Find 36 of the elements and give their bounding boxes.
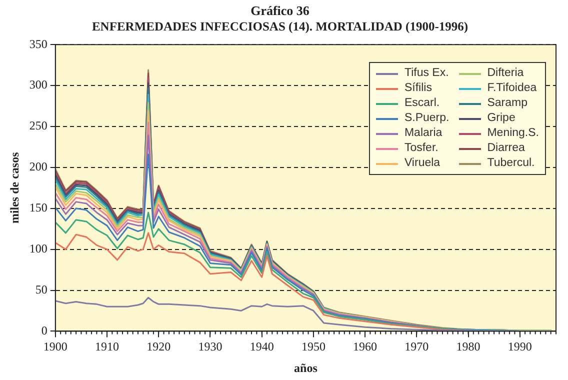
legend-label: S.Puerp. — [404, 111, 450, 126]
y-tick-label: 300 — [29, 78, 48, 92]
legend-label: Sífilis — [404, 81, 432, 96]
x-tick-label: 1940 — [250, 340, 274, 354]
y-tick-label: 350 — [29, 36, 48, 51]
x-tick-label: 1920 — [146, 340, 171, 354]
legend-label: F.Tifoidea — [487, 81, 537, 96]
legend-label: Tifus Ex. — [404, 66, 449, 81]
legend-label: Escarl. — [404, 96, 440, 111]
y-tick-label: 200 — [29, 160, 48, 174]
y-tick-label: 50 — [35, 282, 48, 296]
x-tick-label: 1950 — [301, 340, 326, 354]
chart-title: Gráfico 36 — [250, 3, 310, 18]
x-tick-label: 1900 — [43, 340, 68, 354]
y-tick-label: 100 — [29, 241, 48, 256]
legend-label: Mening.S. — [487, 126, 539, 141]
y-tick-label: 250 — [29, 118, 48, 133]
legend-label: Tubercul. — [487, 156, 535, 171]
x-tick-label: 1970 — [404, 340, 429, 354]
legend-label: Viruela — [404, 156, 440, 171]
y-tick-label: 150 — [29, 200, 48, 215]
y-axis-title: miles de casos — [7, 152, 22, 224]
legend-label: Saramp — [487, 96, 528, 111]
chart-subtitle: ENFERMEDADES INFECCIOSAS (14). MORTALIDAD (1900-1996) — [92, 19, 468, 34]
legend-label: Malaria — [404, 126, 442, 141]
x-tick-label: 1990 — [508, 340, 532, 354]
legend-label: Diarrea — [487, 141, 525, 156]
x-tick-label: 1960 — [353, 340, 378, 354]
x-tick-label: 1910 — [95, 340, 120, 354]
legend-label: Gripe — [487, 111, 516, 126]
x-tick-label: 1980 — [456, 340, 480, 354]
legend-label: Tosfer. — [404, 141, 438, 156]
x-tick-label: 1930 — [198, 340, 222, 354]
y-tick-label: 0 — [41, 323, 48, 338]
legend-label: Difteria — [487, 66, 524, 81]
x-axis-title: años — [294, 360, 318, 375]
